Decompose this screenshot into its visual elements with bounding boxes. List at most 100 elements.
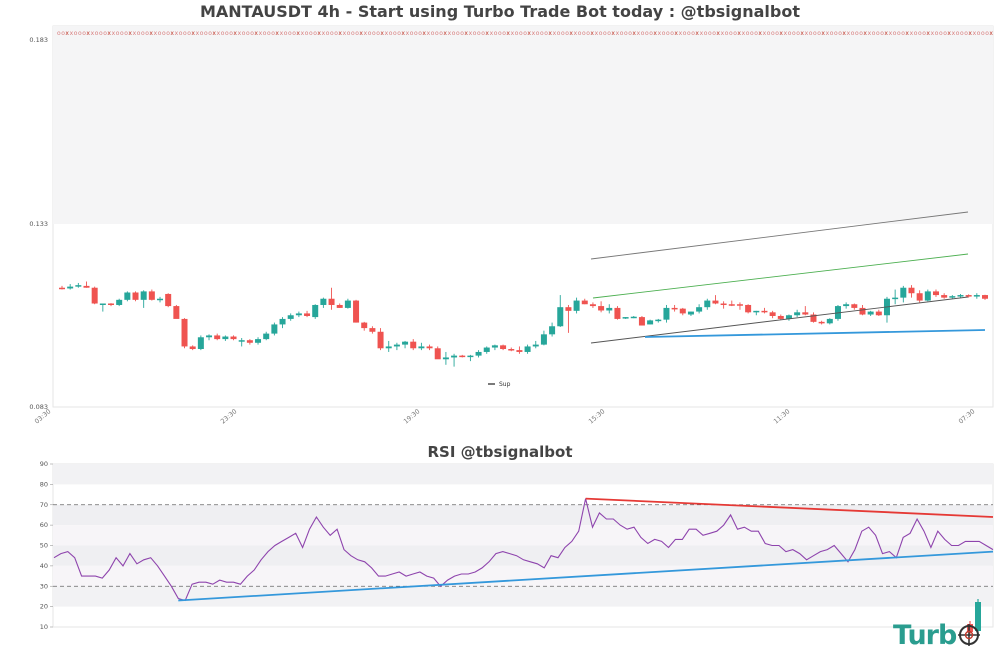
candle xyxy=(148,291,155,300)
rsi-band xyxy=(53,586,993,607)
svg-text:o: o xyxy=(515,30,519,37)
svg-text:o: o xyxy=(95,30,99,37)
svg-text:o: o xyxy=(309,30,313,37)
svg-text:x: x xyxy=(275,30,279,37)
rsi-line xyxy=(53,498,994,602)
svg-text:o: o xyxy=(57,30,61,37)
svg-text:o: o xyxy=(981,30,985,37)
svg-text:x: x xyxy=(401,30,405,37)
svg-text:o: o xyxy=(439,30,443,37)
candle xyxy=(973,295,980,297)
svg-text:x: x xyxy=(317,30,321,37)
legend-label-sup: Sup xyxy=(499,381,511,388)
svg-text:x: x xyxy=(238,30,242,37)
candle xyxy=(181,318,188,347)
svg-text:x: x xyxy=(784,30,788,37)
svg-text:o: o xyxy=(687,30,691,37)
svg-text:o: o xyxy=(628,30,632,37)
svg-text:x: x xyxy=(674,30,678,37)
svg-text:o: o xyxy=(242,30,246,37)
candle xyxy=(532,344,539,347)
svg-text:o: o xyxy=(880,30,884,37)
candles xyxy=(59,281,988,367)
svg-text:o: o xyxy=(376,30,380,37)
svg-text:x: x xyxy=(805,30,809,37)
candle xyxy=(589,304,596,307)
svg-text:x: x xyxy=(485,30,489,37)
candle xyxy=(451,355,458,358)
svg-text:o: o xyxy=(956,30,960,37)
svg-text:o: o xyxy=(330,30,334,37)
svg-text:x: x xyxy=(863,30,867,37)
candle xyxy=(687,311,694,315)
candle xyxy=(320,298,327,305)
svg-text:x: x xyxy=(380,30,384,37)
candle xyxy=(802,312,809,315)
svg-text:o: o xyxy=(305,30,309,37)
candle xyxy=(761,310,768,313)
logo-candle-up xyxy=(975,602,981,631)
turbo-logo: Turb xyxy=(893,620,982,651)
svg-text:x: x xyxy=(217,30,221,37)
svg-text:o: o xyxy=(939,30,943,37)
rsi-y-tick-label: 70 xyxy=(40,501,48,509)
svg-text:o: o xyxy=(78,30,82,37)
svg-text:x: x xyxy=(254,30,258,37)
svg-text:x: x xyxy=(296,30,300,37)
svg-text:x: x xyxy=(905,30,909,37)
svg-text:x: x xyxy=(338,30,342,37)
svg-text:x: x xyxy=(532,30,536,37)
svg-text:x: x xyxy=(889,30,893,37)
svg-text:o: o xyxy=(754,30,758,37)
svg-text:x: x xyxy=(611,30,615,37)
svg-text:o: o xyxy=(578,30,582,37)
svg-text:o: o xyxy=(691,30,695,37)
candle xyxy=(851,304,858,308)
svg-text:o: o xyxy=(284,30,288,37)
rsi-band xyxy=(53,504,993,526)
svg-text:o: o xyxy=(288,30,292,37)
candle xyxy=(410,341,417,349)
svg-text:o: o xyxy=(813,30,817,37)
candle xyxy=(426,346,433,349)
svg-text:o: o xyxy=(166,30,170,37)
candle xyxy=(826,318,833,324)
svg-text:x: x xyxy=(947,30,951,37)
candle xyxy=(720,303,727,306)
svg-text:o: o xyxy=(704,30,708,37)
candle xyxy=(524,346,531,352)
svg-text:o: o xyxy=(666,30,670,37)
candle xyxy=(287,315,294,319)
svg-text:o: o xyxy=(767,30,771,37)
svg-text:o: o xyxy=(876,30,880,37)
candle xyxy=(132,292,139,300)
svg-text:o: o xyxy=(523,30,527,37)
svg-text:o: o xyxy=(670,30,674,37)
logo-text: Turb xyxy=(893,620,957,651)
svg-text:x: x xyxy=(632,30,636,37)
svg-text:o: o xyxy=(750,30,754,37)
svg-text:o: o xyxy=(326,30,330,37)
candle xyxy=(459,355,466,358)
svg-text:o: o xyxy=(355,30,359,37)
candle xyxy=(655,319,662,322)
candle xyxy=(965,295,972,297)
candle xyxy=(516,350,523,352)
candle xyxy=(91,287,98,304)
svg-text:x: x xyxy=(443,30,447,37)
svg-text:o: o xyxy=(187,30,191,37)
svg-text:o: o xyxy=(897,30,901,37)
svg-text:x: x xyxy=(989,30,993,37)
support-line xyxy=(644,329,986,338)
svg-text:x: x xyxy=(212,30,216,37)
svg-text:o: o xyxy=(162,30,166,37)
svg-text:o: o xyxy=(586,30,590,37)
candle xyxy=(99,303,106,306)
svg-text:x: x xyxy=(758,30,762,37)
svg-text:o: o xyxy=(771,30,775,37)
svg-text:o: o xyxy=(74,30,78,37)
svg-text:o: o xyxy=(225,30,229,37)
svg-text:o: o xyxy=(519,30,523,37)
candle xyxy=(565,307,572,311)
svg-text:o: o xyxy=(708,30,712,37)
